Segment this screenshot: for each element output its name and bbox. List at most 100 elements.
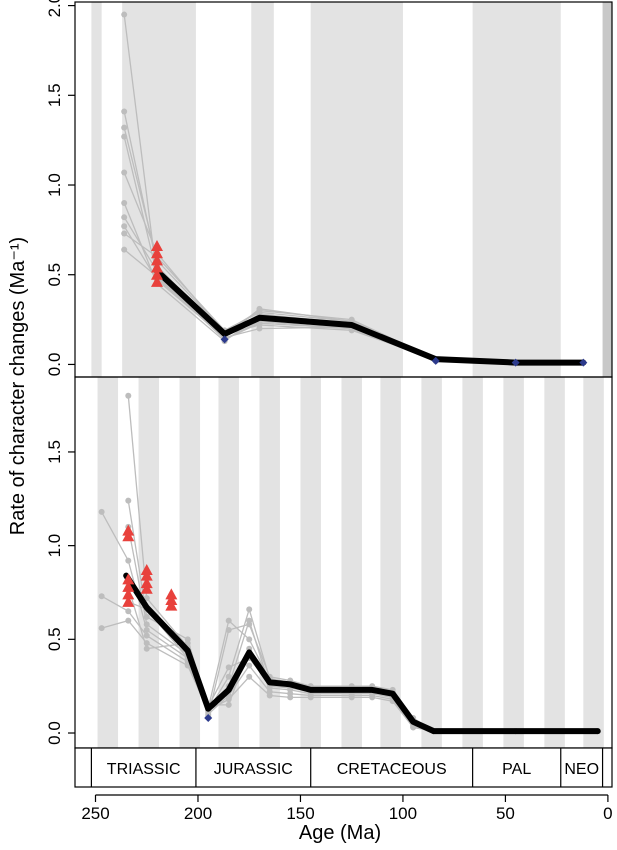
x-axis-title: Age (Ma) (299, 822, 381, 844)
x-tick-label: 50 (496, 804, 515, 823)
bottom-sample-point (125, 608, 132, 615)
bottom-tip-marker (165, 588, 178, 600)
top-sample-point (121, 199, 128, 206)
top-tip-marker (150, 261, 163, 273)
bottom-band (218, 377, 239, 748)
bottom-y-tick-label: 0.5 (45, 627, 64, 651)
top-y-tick-label: 2.0 (45, 0, 64, 17)
bottom-tip-marker (122, 588, 135, 600)
top-sample-point (121, 124, 128, 131)
bottom-sample-point (143, 626, 150, 633)
top-tip-marker (150, 268, 163, 280)
bottom-tip-marker (140, 582, 153, 594)
bottom-sample-point (266, 692, 273, 699)
top-sample-point (256, 325, 263, 332)
period-bar-frame (74, 747, 613, 788)
bottom-band (380, 377, 401, 748)
top-band (310, 2, 403, 377)
x-tick-label: 200 (184, 804, 212, 823)
top-y-tick-label: 0.5 (45, 263, 64, 287)
bottom-tip-marker (122, 573, 135, 585)
bottom-band (138, 377, 160, 748)
bottom-tip-marker (165, 593, 178, 605)
top-tip-marker (150, 247, 163, 259)
period-bar: TRIASSIC JURASSIC CRETACEOUS PAL NEO (74, 747, 613, 788)
bottom-sample-point (266, 685, 273, 692)
top-band (91, 2, 102, 377)
bottom-y-tick-label: 0.0 (45, 721, 64, 745)
bottom-band (259, 377, 280, 748)
background-bands (91, 2, 612, 748)
top-tip-marker (150, 275, 163, 287)
bottom-sample-point (143, 595, 150, 602)
bottom-sample-point (125, 497, 132, 504)
x-tick-label: 0 (603, 804, 612, 823)
bottom-band (544, 377, 565, 748)
period-label: TRIASSIC (107, 761, 181, 778)
top-node-marker (511, 358, 520, 367)
bottom-sample-point (246, 673, 253, 680)
top-sample-point (121, 214, 128, 221)
top-sample-point (121, 223, 128, 230)
bottom-tip-marker (165, 599, 178, 611)
top-sample-point (121, 169, 128, 176)
bottom-node-marker (204, 714, 213, 723)
bottom-sample-point (246, 636, 253, 643)
bottom-band (462, 377, 483, 748)
bottom-sample-point (246, 621, 253, 628)
bottom-tip-marker (122, 524, 135, 536)
bottom-sample-point (225, 626, 232, 633)
bottom-band (421, 377, 442, 748)
top-sample-point (121, 108, 128, 115)
top-node-marker (220, 335, 229, 344)
top-tip-marker (150, 254, 163, 266)
bottom-tip-marker (122, 580, 135, 592)
bottom-tip-marker (140, 577, 153, 589)
top-sample-point (121, 246, 128, 253)
bottom-band (341, 377, 362, 748)
bottom-sample-point (225, 701, 232, 708)
top-y-tick-label: 1.0 (45, 173, 64, 197)
bottom-tip-marker (122, 595, 135, 607)
top-sample-point (256, 309, 263, 316)
top-band (472, 2, 561, 377)
bottom-sample-point (125, 392, 132, 399)
bottom-band (179, 377, 201, 748)
bottom-sample-point (287, 694, 294, 701)
bottom-band (503, 377, 524, 748)
bottom-sample-point (143, 632, 150, 639)
bottom-y-tick-label: 1.0 (45, 534, 64, 558)
bottom-sample-point (98, 593, 105, 600)
x-tick-label: 250 (81, 804, 109, 823)
bottom-sample-point (246, 606, 253, 613)
top-node-marker (431, 356, 440, 365)
bottom-sample-point (143, 645, 150, 652)
top-tip-marker (150, 240, 163, 252)
bottom-sample-point (225, 664, 232, 671)
bottom-sample-point (225, 673, 232, 680)
bottom-tip-marker (140, 563, 153, 575)
bottom-sample-point (184, 662, 191, 669)
bottom-y-tick-label: 1.5 (45, 440, 64, 464)
bottom-sample-point (225, 617, 232, 624)
top-y-tick-label: 0.0 (45, 353, 64, 377)
top-sample-point (121, 133, 128, 140)
top-sample-point (121, 230, 128, 237)
period-label: JURASSIC (214, 761, 293, 778)
bottom-band (300, 377, 321, 748)
bottom-tip-marker (140, 569, 153, 581)
top-band (122, 2, 196, 377)
top-y-tick-label: 1.5 (45, 83, 64, 107)
x-tick-label: 150 (286, 804, 314, 823)
bottom-band (97, 377, 119, 748)
bottom-sample-point (246, 662, 253, 669)
bottom-sample-point (98, 508, 105, 515)
bottom-sample-point (125, 617, 132, 624)
y-axis-title: Rate of character changes (Ma⁻¹) (7, 237, 29, 535)
top-band (251, 2, 274, 377)
bottom-sample-point (98, 625, 105, 632)
bottom-mean-line (123, 572, 601, 735)
top-node-marker (579, 358, 588, 367)
top-band (602, 2, 612, 377)
